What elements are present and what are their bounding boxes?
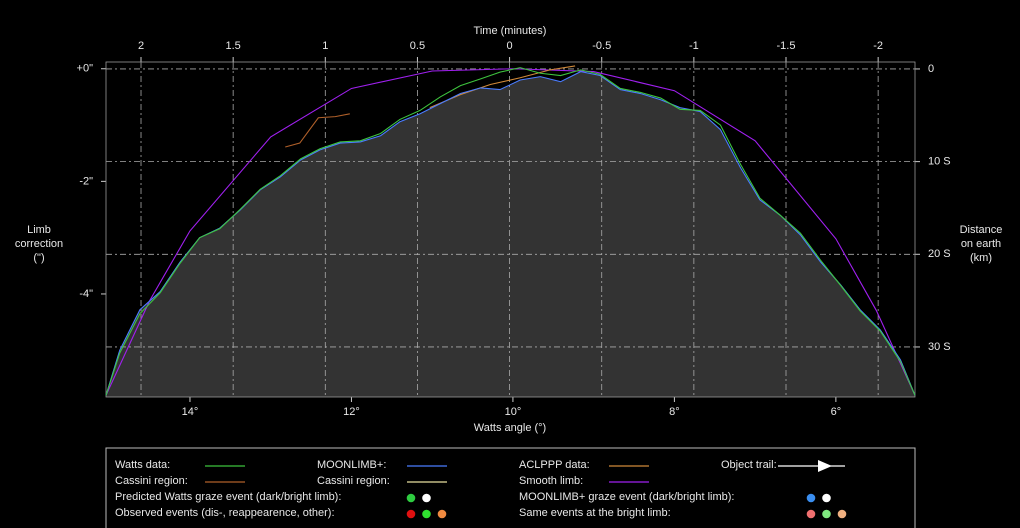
legend-label: Observed events (dis-, reappearence, oth… [115, 507, 335, 519]
x2-tick-label: -1.5 [777, 40, 796, 52]
legend-label: Smooth limb: [519, 475, 583, 487]
y2-axis-title: on earth [961, 238, 1001, 250]
x2-tick-label: 0 [507, 40, 513, 52]
x-axis-title: Watts angle (°) [474, 422, 546, 434]
x2-tick-label: 1.5 [226, 40, 241, 52]
y2-tick-label: 10 S [928, 156, 951, 168]
series-line [429, 65, 576, 109]
legend-label: Cassini region: [115, 475, 188, 487]
legend-box [105, 447, 916, 528]
plot-frame [105, 61, 916, 398]
x2-tick-label: -2 [873, 40, 883, 52]
legend-label: Object trail: [721, 459, 777, 471]
y-axis-title: Limb [27, 224, 51, 236]
legend-dot [422, 493, 431, 503]
legend-label: ACLPPP data: [519, 459, 590, 471]
legend-dot [822, 509, 831, 519]
legend-dot [422, 509, 431, 519]
x-tick-label: 10° [505, 406, 522, 418]
series-line [285, 113, 350, 148]
legend-dot [806, 509, 816, 519]
x2-tick-label: -0.5 [592, 40, 611, 52]
legend-dot [406, 509, 416, 519]
y2-axis-title: (km) [970, 252, 992, 264]
y2-tick-label: 20 S [928, 248, 951, 260]
x2-tick-label: -1 [689, 40, 699, 52]
x-tick-label: 14° [182, 406, 199, 418]
legend-dot [806, 493, 816, 503]
y-tick-label: -2" [79, 175, 93, 187]
profile-fill [106, 71, 915, 398]
x-tick-label: 8° [669, 406, 680, 418]
legend-label: MOONLIMB+: [317, 459, 386, 471]
series-line [105, 67, 916, 396]
y-axis-title: correction [15, 238, 63, 250]
y2-tick-label: 0 [928, 63, 934, 75]
y2-tick-label: 30 S [928, 341, 951, 353]
legend-arrow [818, 460, 832, 472]
legend-label: Watts data: [115, 459, 170, 471]
legend-dot [406, 493, 416, 503]
x-tick-label: 12° [343, 406, 360, 418]
x2-axis-title: Time (minutes) [474, 25, 547, 37]
y-tick-label: +0" [77, 63, 94, 75]
legend-dot [837, 509, 847, 519]
legend-label: Predicted Watts graze event (dark/bright… [115, 491, 341, 503]
y-axis-title: (") [33, 252, 44, 264]
y-tick-label: -4" [79, 288, 93, 300]
x2-tick-label: 2 [138, 40, 144, 52]
x-tick-label: 6° [831, 406, 842, 418]
y2-axis-title: Distance [960, 224, 1003, 236]
legend-label: MOONLIMB+ graze event (dark/bright limb)… [519, 491, 735, 503]
legend-label: Cassini region: [317, 475, 390, 487]
legend-dot [437, 509, 447, 519]
legend-label: Same events at the bright limb: [519, 507, 671, 519]
legend-dot [822, 493, 831, 503]
x2-tick-label: 0.5 [410, 40, 425, 52]
x2-tick-label: 1 [322, 40, 328, 52]
